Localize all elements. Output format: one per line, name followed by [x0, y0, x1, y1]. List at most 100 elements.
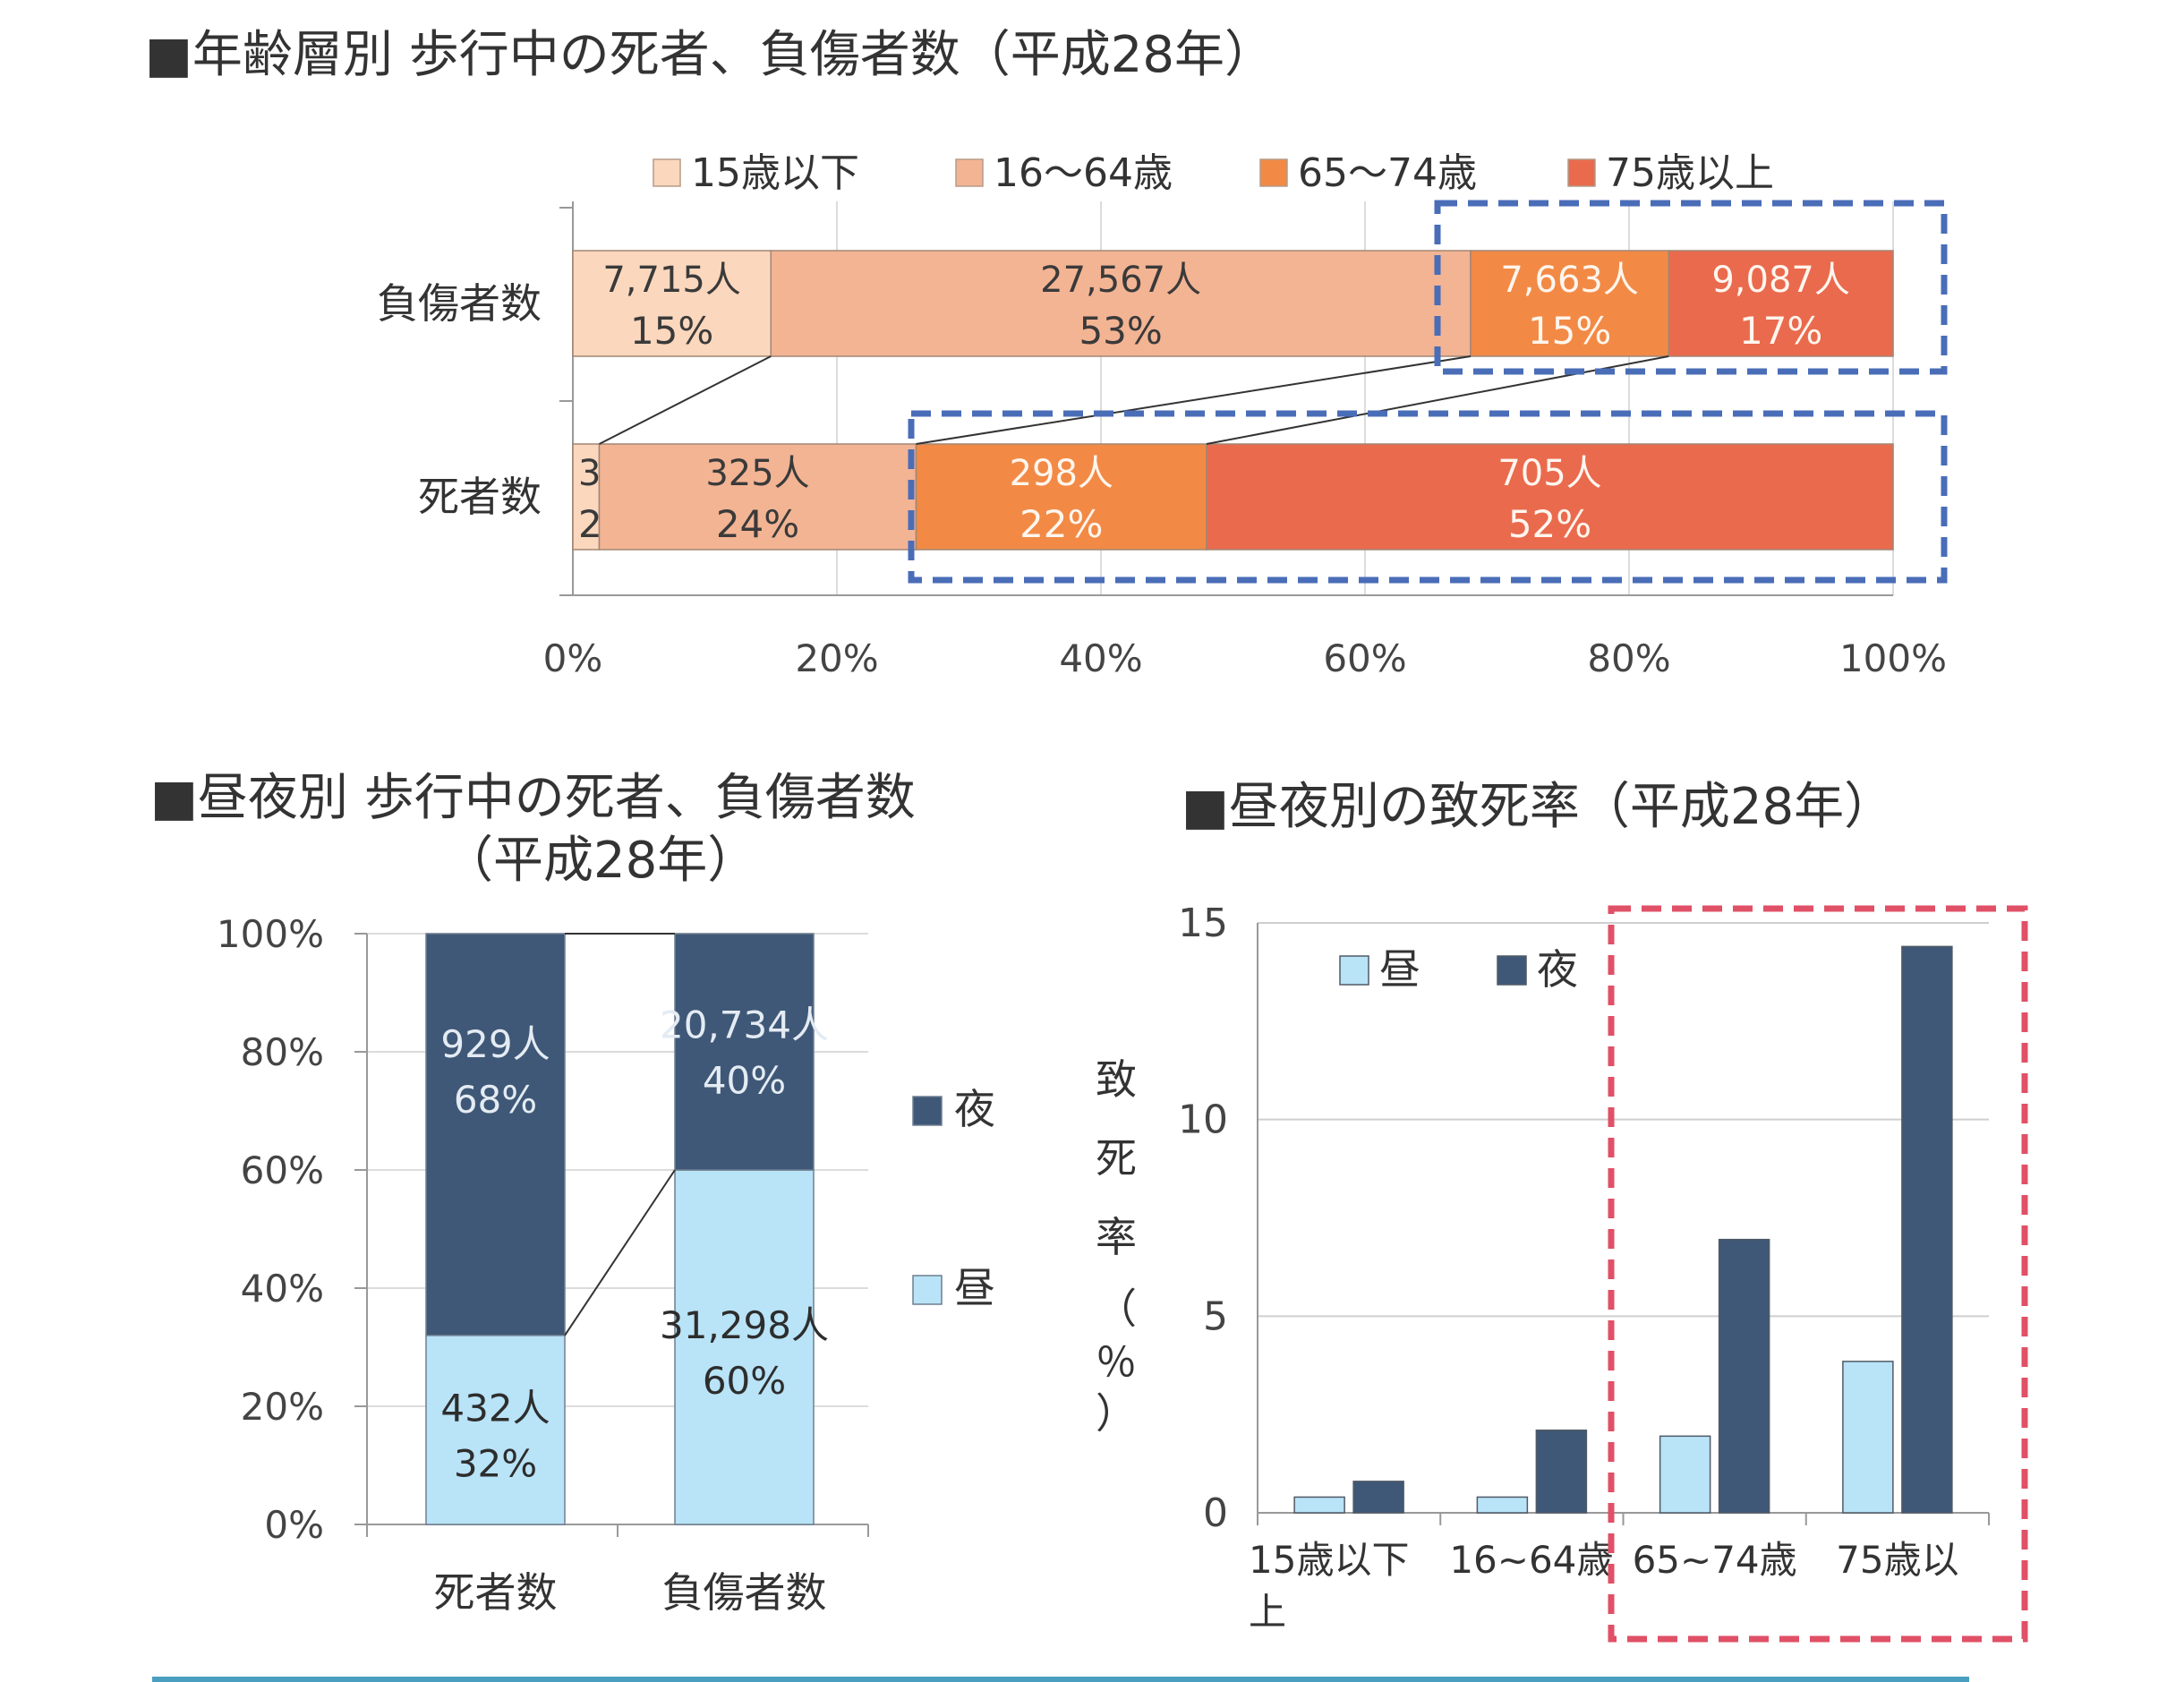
legend-swatch	[653, 158, 681, 187]
rate-bar	[1535, 1429, 1588, 1514]
highlight-box-injured-elderly	[1434, 200, 1948, 375]
br-chart-title: ■昼夜別の致死率（平成28年）	[1182, 778, 1894, 836]
column-percent-label: 68%	[454, 1078, 537, 1122]
highlight-box-deaths-elderly	[908, 410, 1948, 584]
legend-swatch	[1567, 158, 1596, 187]
y-tick-label: 100%	[217, 912, 324, 956]
column-count-label: 31,298人	[660, 1303, 829, 1347]
legend-label: 夜	[954, 1085, 995, 1133]
category-label: 負傷者数	[662, 1568, 827, 1617]
bottom-divider	[152, 1677, 1969, 1682]
x-tick-label: 20%	[795, 636, 878, 680]
bar-count-label: 7,663人	[1500, 260, 1639, 301]
y-axis-title-char: 死	[1096, 1134, 1137, 1183]
top-chart-title: ■年齢層別 歩行中の死者、負傷者数（平成28年）	[145, 26, 1275, 84]
rate-bar	[1352, 1481, 1404, 1514]
bar-count-label: 325人	[705, 453, 809, 494]
category-label: 死者数	[418, 473, 542, 521]
rate-bar	[1718, 1238, 1770, 1514]
bar-segment	[1206, 443, 1894, 551]
bar-segment	[1668, 250, 1894, 357]
column-percent-label: 40%	[703, 1059, 786, 1103]
y-tick-label: 15	[1178, 901, 1228, 946]
bar-segment	[915, 443, 1207, 551]
legend-swatch	[912, 1096, 943, 1126]
column-segment	[674, 1169, 815, 1525]
bar-percent-label: 15%	[1528, 309, 1611, 353]
bar-segment	[770, 250, 1472, 357]
category-label: 75歳以	[1836, 1538, 1958, 1582]
y-tick-label: 10	[1178, 1097, 1228, 1143]
category-label: 上	[1249, 1590, 1286, 1634]
legend-label: 16〜64歳	[994, 150, 1173, 196]
series-connector-line	[916, 355, 1472, 445]
y-tick-label: 20%	[241, 1385, 324, 1429]
bar-count-label: 9,087人	[1711, 260, 1850, 301]
series-connector-line	[1206, 355, 1669, 445]
daynight-stacked-column-chart: 0% 20% 40% 60% 80% 100% 432人 32% 929人 68% 死者数 31,29…	[217, 912, 995, 1617]
bl-chart-subtitle: （平成28年）	[443, 832, 757, 890]
bar-percent-label: 53%	[1079, 309, 1162, 353]
x-tick-label: 40%	[1059, 636, 1142, 680]
bar-segment	[598, 443, 917, 551]
rate-bar	[1842, 1361, 1894, 1514]
column-segment	[674, 933, 815, 1171]
y-axis-title-char: （	[1096, 1285, 1137, 1333]
y-tick-label: 0%	[264, 1503, 324, 1547]
x-tick-label: 80%	[1587, 636, 1670, 680]
bar-count-label: 298人	[1010, 453, 1113, 494]
bar-percent-label: 17%	[1739, 309, 1822, 353]
legend-swatch	[1259, 158, 1288, 187]
column-count-label: 929人	[440, 1022, 550, 1066]
rate-bar	[1901, 945, 1953, 1514]
series-connector-line	[599, 355, 772, 445]
legend-swatch	[912, 1275, 943, 1305]
y-axis-title: 致死率 （ ％）	[1096, 1055, 1137, 1438]
y-tick-label: 5	[1203, 1294, 1228, 1339]
bar-segment	[1470, 250, 1669, 357]
y-axis-title-char: 率	[1096, 1213, 1137, 1261]
y-tick-label: 40%	[241, 1267, 324, 1311]
category-label: 15歳以下	[1249, 1538, 1409, 1582]
column-segment	[425, 1335, 566, 1525]
bar-count-label: 27,567人	[1040, 260, 1201, 301]
bar-percent-label: 22%	[1019, 502, 1103, 546]
legend-swatch	[1339, 955, 1369, 986]
column-count-label: 432人	[440, 1386, 550, 1430]
highlight-box-elderly-rates	[1608, 905, 2028, 1643]
series-connector-line	[564, 1169, 676, 1336]
y-tick-label: 60%	[241, 1148, 324, 1192]
x-tick-label: 60%	[1323, 636, 1406, 680]
bar-percent-label: 15%	[630, 309, 713, 353]
legend-swatch	[1497, 955, 1527, 986]
bar-count-label: 705人	[1497, 453, 1601, 494]
x-tick-label: 100%	[1839, 636, 1947, 680]
bar-percent-label: 24%	[716, 502, 799, 546]
bar-segment	[572, 250, 772, 357]
rate-bar	[1659, 1435, 1711, 1514]
legend-label: 夜	[1537, 945, 1578, 994]
bar-count-label: 7,715人	[602, 260, 741, 301]
category-label: 負傷者数	[377, 279, 542, 328]
rate-bar	[1293, 1496, 1345, 1514]
category-label: 65~74歳	[1633, 1538, 1797, 1582]
column-percent-label: 60%	[703, 1359, 786, 1403]
y-axis-title-char: 致	[1096, 1055, 1137, 1104]
bar-segment	[572, 443, 601, 551]
column-segment	[425, 933, 566, 1336]
category-label: 死者数	[434, 1568, 558, 1617]
x-tick-label: 0%	[543, 636, 603, 680]
bar-percent-label: 52%	[1508, 502, 1591, 546]
y-tick-label: 0	[1203, 1490, 1228, 1536]
legend-swatch	[955, 158, 984, 187]
y-axis-title-char: ％	[1096, 1338, 1137, 1387]
category-label: 16~64歳	[1449, 1538, 1614, 1582]
y-axis-title-char: ）	[1096, 1389, 1137, 1438]
legend-label: 昼	[954, 1264, 995, 1312]
legend-label: 昼	[1379, 945, 1420, 994]
column-count-label: 20,734人	[660, 1003, 829, 1047]
bl-chart-title: ■昼夜別 歩行中の死者、負傷者数	[150, 769, 916, 827]
